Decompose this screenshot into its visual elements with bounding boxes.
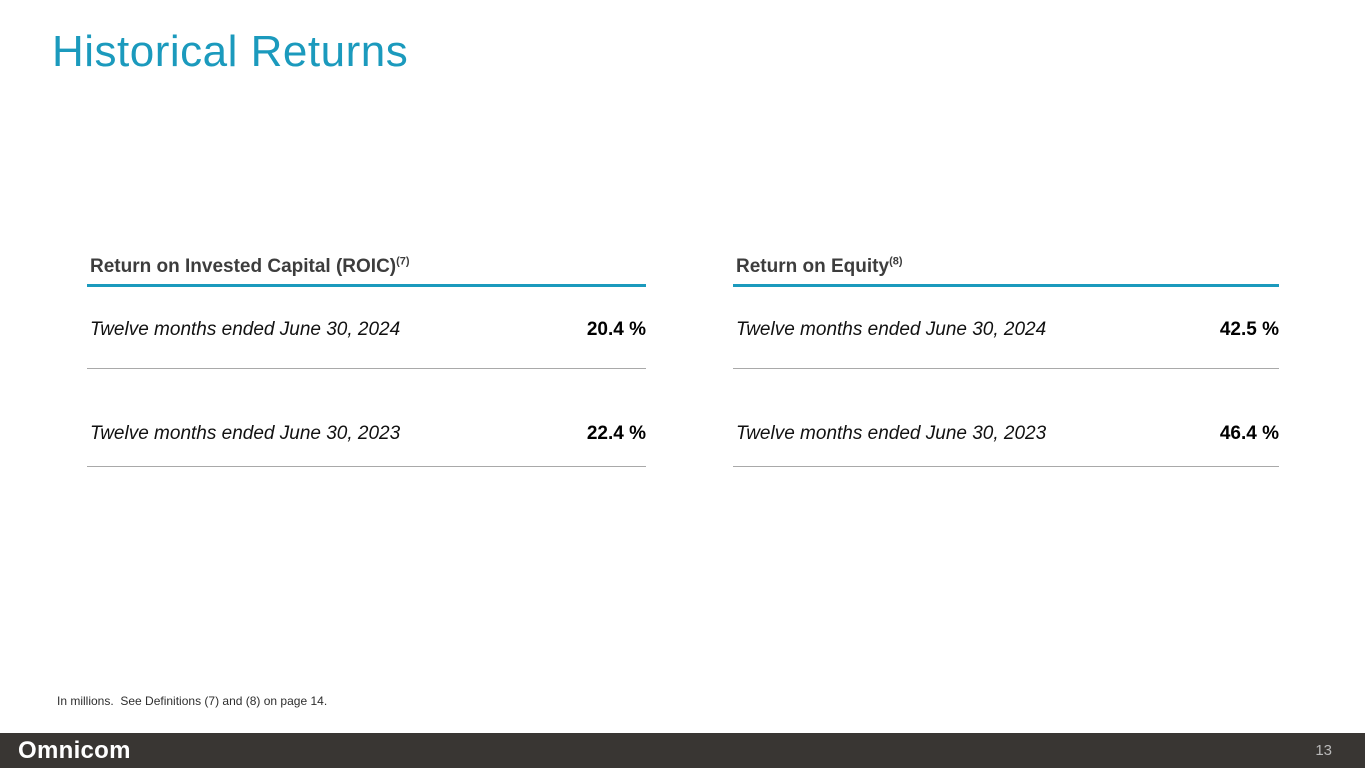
- table-roic-title: Return on Invested Capital (ROIC): [90, 256, 397, 277]
- page-title: Historical Returns: [52, 27, 409, 76]
- table-roic: Return on Invested Capital (ROIC)(7) Twe…: [87, 256, 646, 467]
- row-value: 46.4 %: [1219, 423, 1279, 444]
- footer-bar: Omnicom 13: [0, 733, 1365, 768]
- table-roe-header: Return on Equity(8): [733, 256, 1279, 287]
- row-label: Twelve months ended June 30, 2023: [90, 423, 401, 444]
- row-label: Twelve months ended June 30, 2024: [736, 319, 1047, 340]
- table-roe: Return on Equity(8) Twelve months ended …: [733, 256, 1279, 467]
- table-roic-header: Return on Invested Capital (ROIC)(7): [87, 256, 646, 287]
- row-label: Twelve months ended June 30, 2024: [90, 319, 401, 340]
- omnicom-logo: Omnicom: [18, 736, 131, 764]
- table-roe-title: Return on Equity: [736, 256, 890, 277]
- row-value: 42.5 %: [1219, 319, 1279, 340]
- table-row: Twelve months ended June 30, 2024 20.4 %: [87, 287, 646, 369]
- table-row: Twelve months ended June 30, 2023 22.4 %: [87, 369, 646, 467]
- footnote: In millions. See Definitions (7) and (8)…: [57, 694, 328, 708]
- table-row: Twelve months ended June 30, 2024 42.5 %: [733, 287, 1279, 369]
- footnote-ref-8: (8): [889, 255, 903, 268]
- page-number: 13: [1315, 742, 1332, 759]
- table-row: Twelve months ended June 30, 2023 46.4 %: [733, 369, 1279, 467]
- row-value: 22.4 %: [586, 423, 646, 444]
- footnote-ref-7: (7): [396, 255, 410, 268]
- row-value: 20.4 %: [586, 319, 646, 340]
- row-label: Twelve months ended June 30, 2023: [736, 423, 1047, 444]
